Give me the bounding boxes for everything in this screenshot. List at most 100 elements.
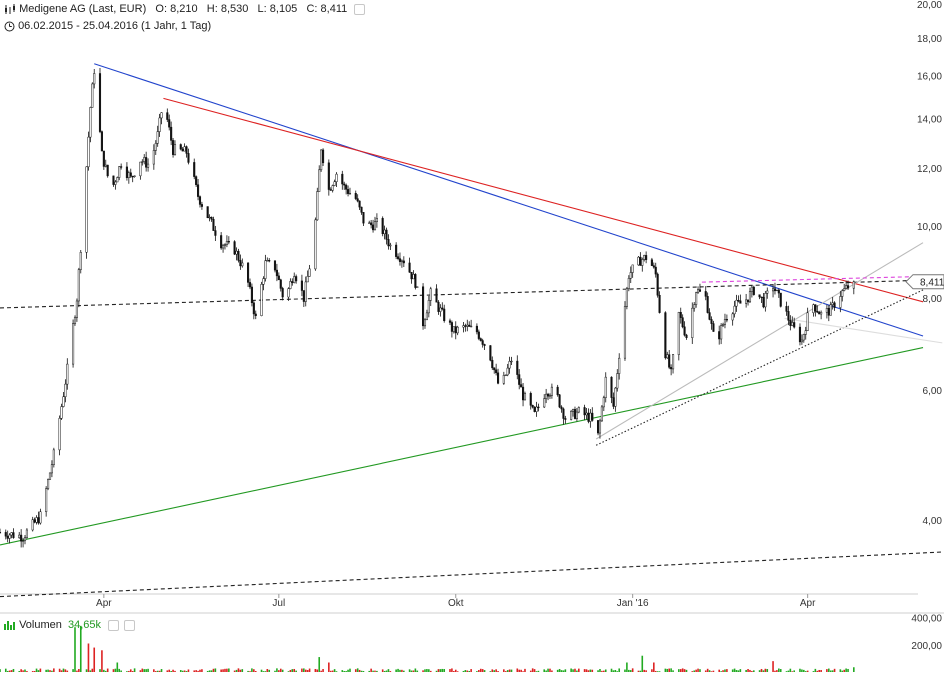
- price-bar-body: [33, 519, 36, 523]
- volume-bar: [147, 668, 149, 672]
- price-bar-body: [254, 313, 257, 316]
- volume-bar: [437, 669, 440, 672]
- price-bar-body: [791, 322, 794, 326]
- volume-bar: [545, 670, 547, 672]
- volume-bar: [156, 670, 159, 672]
- price-bar-body: [558, 394, 561, 408]
- volume-bar: [818, 669, 820, 672]
- price-bar-body: [287, 288, 290, 298]
- volume-bar: [839, 669, 842, 672]
- price-bar-body: [372, 224, 375, 231]
- volume-bar: [129, 669, 132, 672]
- volume-bar: [537, 670, 540, 672]
- volume-bar: [20, 669, 22, 672]
- price-bar-body: [127, 172, 130, 178]
- volume-bar: [320, 670, 322, 672]
- volume-bar: [376, 670, 378, 672]
- volume-bar: [658, 671, 661, 672]
- volume-bar: [604, 669, 607, 672]
- volume-bar: [318, 657, 321, 672]
- price-bar-body: [845, 285, 848, 289]
- volume-bar: [79, 625, 82, 672]
- x-tick-label: Apr: [800, 598, 816, 609]
- volume-bar: [712, 670, 715, 672]
- price-bar-body: [35, 517, 38, 523]
- price-bar-body: [710, 319, 713, 324]
- price-bar-body: [385, 229, 388, 240]
- price-bar-body: [168, 119, 171, 128]
- price-bar-body: [600, 406, 603, 422]
- price-bar-body: [141, 161, 144, 163]
- price-bar-body: [437, 301, 440, 312]
- price-bar-body: [718, 331, 721, 340]
- price-bar-body: [139, 161, 142, 177]
- settings-toggle-button[interactable]: [354, 3, 366, 15]
- volume-bar: [37, 670, 40, 672]
- price-bar-body: [370, 222, 373, 226]
- volume-bar: [343, 671, 346, 672]
- price-bar-body: [72, 323, 75, 365]
- trend-line-lightgray-solid: [784, 317, 943, 344]
- volume-bar: [522, 671, 524, 672]
- price-bar-body: [341, 173, 344, 185]
- volume-bar: [403, 670, 405, 672]
- price-bar-body: [356, 198, 359, 202]
- price-bar-body: [610, 376, 613, 398]
- volume-bar: [112, 669, 115, 672]
- volume-bar: [153, 669, 155, 672]
- price-bar-body: [102, 150, 105, 167]
- volume-bar: [306, 670, 309, 672]
- volume-bar: [645, 670, 647, 672]
- price-bar-body: [314, 219, 317, 270]
- volume-bar: [562, 670, 565, 672]
- price-bar-body: [348, 193, 352, 195]
- volume-value: 34,65k: [68, 619, 102, 631]
- price-bar-body: [398, 258, 402, 262]
- volume-bar: [587, 670, 590, 672]
- volume-bar: [289, 669, 292, 672]
- price-bar-body: [816, 310, 819, 313]
- price-bar-body: [833, 302, 836, 308]
- price-bar-body: [556, 386, 559, 396]
- volume-settings-button[interactable]: [108, 619, 120, 631]
- price-bar-body: [789, 320, 792, 326]
- volume-bar: [760, 668, 763, 672]
- volume-bar: [506, 670, 509, 672]
- volume-bar: [118, 668, 121, 672]
- volume-bar: [653, 662, 655, 672]
- volume-bar: [578, 668, 580, 672]
- price-bar-body: [223, 244, 227, 246]
- volume-bar: [114, 668, 117, 672]
- volume-bar: [0, 669, 1, 672]
- price-bar-body: [12, 532, 15, 538]
- volume-bar: [331, 670, 334, 672]
- volume-bar: [704, 670, 707, 672]
- volume-close-button[interactable]: [124, 619, 136, 631]
- trend-line-green-solid: [0, 346, 924, 546]
- volume-bar: [766, 669, 769, 672]
- price-bar-body: [48, 472, 52, 480]
- volume-bar: [574, 668, 576, 672]
- volume-bar: [308, 668, 311, 672]
- price-bar-body: [266, 260, 269, 262]
- volume-bar: [726, 669, 728, 672]
- volume-bar: [51, 670, 53, 672]
- volume-bar: [60, 670, 63, 672]
- volume-bar: [12, 668, 15, 672]
- x-tick-label: Jan '16: [617, 598, 649, 609]
- price-bar-body: [129, 172, 132, 177]
- volume-bar: [254, 671, 257, 672]
- price-bar-body: [197, 184, 200, 197]
- volume-bar: [439, 669, 442, 672]
- price-bar-body: [448, 320, 452, 323]
- volume-bar: [87, 643, 90, 672]
- volume-bar: [829, 670, 832, 672]
- price-bar-body: [335, 173, 338, 182]
- volume-bar: [329, 670, 332, 672]
- price-bar-body: [591, 412, 594, 421]
- volume-bar: [601, 670, 603, 672]
- price-bar-body: [173, 144, 177, 155]
- price-bar-body: [308, 268, 311, 277]
- price-bar-body: [489, 345, 492, 361]
- price-bar-body: [52, 449, 55, 465]
